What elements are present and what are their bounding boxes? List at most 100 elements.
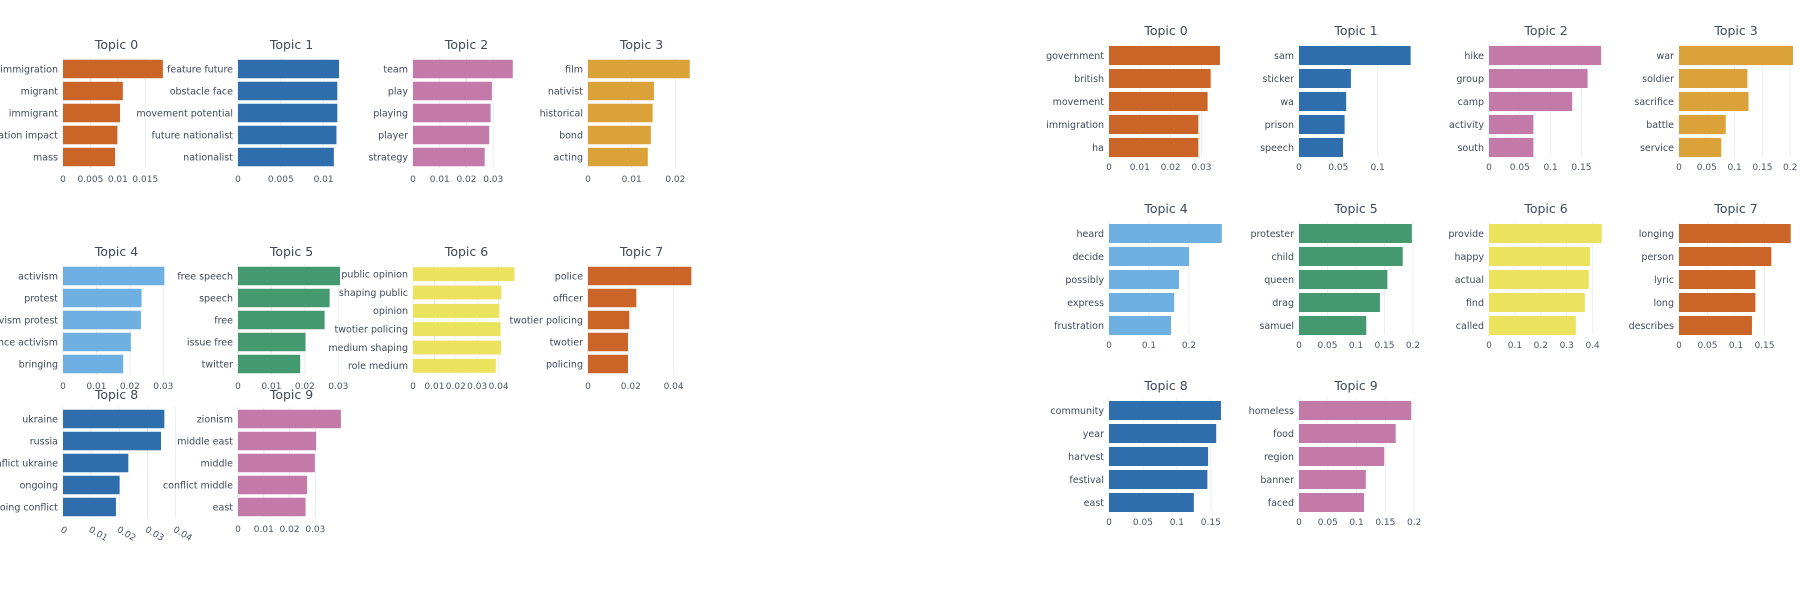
tick-label: 0.01 bbox=[86, 382, 106, 392]
bar-label: express bbox=[1067, 298, 1104, 309]
bar bbox=[238, 453, 315, 473]
bar-label: harvest bbox=[1068, 452, 1104, 463]
tick-label: 0.04 bbox=[489, 382, 509, 392]
bar-label: historical bbox=[540, 108, 583, 119]
bar-label: possibly bbox=[1065, 275, 1104, 286]
tick-label: 0.03 bbox=[1191, 163, 1211, 173]
panel-title: Topic 0 bbox=[94, 37, 138, 52]
chart-2-panel-3: war soldier sacrifice battle service Topic 3 0… bbox=[1634, 23, 1797, 173]
chart-2-panel-8: community year harvest festival east Topic 8 0… bbox=[1050, 378, 1221, 528]
bar-label: east bbox=[1084, 498, 1105, 509]
bar bbox=[63, 59, 163, 79]
bar bbox=[238, 147, 334, 167]
tick-label: 0 bbox=[1106, 341, 1112, 351]
bar bbox=[63, 431, 161, 451]
tick-label: 0 bbox=[410, 382, 416, 392]
bar-label: play bbox=[388, 86, 408, 97]
tick-label: 0.15 bbox=[1201, 518, 1221, 528]
bar-label: samuel bbox=[1259, 321, 1294, 332]
bar-label: medium shaping bbox=[328, 343, 408, 354]
tick-label: 0 bbox=[235, 525, 241, 535]
tick-label: 0.05 bbox=[1328, 163, 1348, 173]
bar-label: activism protest bbox=[0, 315, 58, 326]
bar-label: film bbox=[565, 64, 583, 75]
panel-title: Topic 9 bbox=[1333, 378, 1377, 393]
bar bbox=[1299, 247, 1403, 266]
bar-label: banner bbox=[1260, 475, 1294, 486]
bar bbox=[238, 125, 337, 145]
bar bbox=[1679, 316, 1752, 335]
bar-label: ukraine bbox=[22, 414, 58, 425]
bar-label: protester bbox=[1250, 229, 1294, 240]
bar bbox=[1109, 401, 1221, 420]
bar-label: presence activism bbox=[0, 337, 58, 348]
tick-label: 0.15 bbox=[1752, 163, 1772, 173]
tick-label: 0.01 bbox=[1130, 163, 1150, 173]
tick-label: 0.01 bbox=[108, 175, 128, 185]
bar-label: twitter bbox=[202, 359, 233, 370]
bar-label: mass bbox=[33, 152, 58, 163]
bar bbox=[1299, 470, 1366, 489]
bar-label: sticker bbox=[1263, 74, 1295, 85]
bar-label: twotier bbox=[550, 337, 584, 348]
chart-1-panel-7: police officer twotier policing twotier poli… bbox=[510, 244, 692, 392]
tick-label: 0 bbox=[1486, 163, 1492, 173]
tick-label: 0.01 bbox=[424, 382, 444, 392]
tick-label: 0.1 bbox=[1543, 163, 1557, 173]
tick-label: 0.1 bbox=[1727, 163, 1741, 173]
bar-label: war bbox=[1657, 51, 1675, 62]
bar-label: policing bbox=[546, 359, 583, 370]
tick-label: 0.02 bbox=[120, 382, 140, 392]
panel-title: Topic 2 bbox=[444, 37, 488, 52]
bar-label: food bbox=[1273, 429, 1294, 440]
panel-title: Topic 3 bbox=[1713, 23, 1757, 38]
bar-label: battle bbox=[1646, 120, 1674, 131]
tick-label: 0.01 bbox=[254, 525, 274, 535]
bar bbox=[1109, 247, 1189, 266]
bar bbox=[63, 147, 116, 167]
bar-label: officer bbox=[553, 293, 583, 304]
tick-label: 0 bbox=[1486, 341, 1492, 351]
bar-label: playing bbox=[373, 108, 408, 119]
tick-label: 0.1 bbox=[1729, 341, 1743, 351]
bar-label: ha bbox=[1092, 143, 1104, 154]
bar-label: frustration bbox=[1054, 321, 1104, 332]
bar bbox=[1109, 293, 1175, 312]
bar-label: speech bbox=[199, 293, 233, 304]
bar-label: hike bbox=[1464, 51, 1484, 62]
bar bbox=[1489, 92, 1573, 111]
bar bbox=[1679, 224, 1791, 243]
tick-label: 0.2 bbox=[1406, 341, 1420, 351]
tick-label: 0.03 bbox=[143, 525, 165, 544]
bar bbox=[588, 125, 651, 145]
bar bbox=[238, 288, 330, 308]
bar-label: nativist bbox=[548, 86, 583, 97]
bar bbox=[588, 288, 637, 308]
bar-label: sam bbox=[1274, 51, 1294, 62]
bar-label: movement bbox=[1053, 97, 1105, 108]
bar-label: south bbox=[1457, 143, 1484, 154]
bar-label: actual bbox=[1455, 275, 1484, 286]
bar bbox=[1109, 424, 1217, 443]
bar-label: called bbox=[1456, 321, 1484, 332]
bar-label: role medium bbox=[348, 361, 408, 372]
bar bbox=[1489, 138, 1534, 157]
tick-label: 0 bbox=[585, 382, 591, 392]
tick-label: 0.04 bbox=[664, 382, 684, 392]
bar bbox=[1109, 316, 1171, 335]
tick-label: 0.03 bbox=[483, 175, 503, 185]
panel-title: Topic 3 bbox=[619, 37, 663, 52]
bar-label: conflict middle bbox=[163, 480, 233, 491]
bar-label: zionism bbox=[197, 414, 233, 425]
bar-label: camp bbox=[1458, 97, 1484, 108]
tick-label: 0.01 bbox=[622, 175, 642, 185]
bar bbox=[1489, 316, 1576, 335]
bar-label: region bbox=[1264, 452, 1294, 463]
bar bbox=[238, 497, 306, 517]
bar-label: happy bbox=[1454, 252, 1484, 263]
tick-label: 0.02 bbox=[621, 382, 641, 392]
bar bbox=[63, 475, 120, 495]
bar bbox=[63, 354, 124, 374]
tick-label: 0.15 bbox=[1754, 341, 1774, 351]
panel-title: Topic 5 bbox=[269, 244, 313, 259]
